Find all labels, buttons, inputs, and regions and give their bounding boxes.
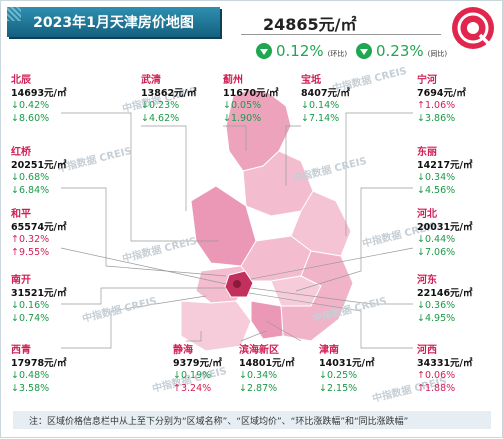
map-title: 2023年1月天津房价地图 xyxy=(7,7,220,37)
district-wuqing: 武清 13862元/㎡ ↓0.23% ↓4.62% xyxy=(141,75,197,124)
mom-change: ↓0.36% xyxy=(417,300,456,311)
mom-change: ↑1.06% xyxy=(417,100,456,111)
mom-change: ↑0.06% xyxy=(417,370,456,381)
district-hexi: 河西 34331元/㎡ ↑0.06% ↑1.88% xyxy=(417,345,473,394)
district-jinnan: 津南 14031元/㎡ ↓0.25% ↓2.15% xyxy=(319,345,375,394)
down-arrow-icon xyxy=(256,43,272,59)
yoy-change: ↓4.56% xyxy=(417,184,456,196)
yoy-change: ↓1.90% xyxy=(223,112,262,124)
footnote: 注：区域价格信息栏中从上至下分别为“区域名称”、“区域均价”、“环比涨跌幅”和“… xyxy=(13,411,491,429)
yoy-change: ↓7.14% xyxy=(301,112,340,124)
district-hongqiao: 红桥 20251元/㎡ ↓0.68% ↓6.84% xyxy=(11,147,67,196)
district-hedong: 河东 22146元/㎡ ↓0.36% ↓4.95% xyxy=(417,275,473,324)
yoy-change: ↓2.87% xyxy=(239,382,278,394)
mom-change: ↓0.68% xyxy=(11,172,50,183)
district-hebei: 河北 20031元/㎡ ↓0.44% ↓7.06% xyxy=(417,209,473,258)
yoy-change: 0.23% (同比) xyxy=(356,42,447,60)
mom-change: ↓0.16% xyxy=(11,300,50,311)
yoy-change: ↓3.86% xyxy=(417,112,456,124)
mom-change: ↓0.19% xyxy=(173,370,212,381)
divider xyxy=(241,34,441,35)
region-jinnan xyxy=(250,300,284,340)
yoy-change: ↓2.15% xyxy=(319,382,358,394)
district-beichen: 北辰 14693元/㎡ ↓0.42% ↓8.60% xyxy=(11,75,67,124)
region-heping xyxy=(233,280,241,288)
yoy-change: ↓4.95% xyxy=(417,312,456,324)
leader-lines xyxy=(60,112,414,349)
mom-change: 0.12% (环比) xyxy=(256,42,347,60)
mom-change: ↓0.44% xyxy=(417,234,456,245)
district-xiqing: 西青 17978元/㎡ ↓0.48% ↓3.58% xyxy=(11,345,67,394)
yoy-change: ↑1.88% xyxy=(417,382,456,394)
district-binhai: 滨海新区 14801元/㎡ ↓0.34% ↓2.87% xyxy=(239,345,295,394)
mom-change: ↓0.25% xyxy=(319,370,358,381)
mom-change: ↓0.34% xyxy=(417,172,456,183)
mom-change: ↓0.14% xyxy=(301,100,340,111)
district-jinghai: 静海 9379元/㎡ ↓0.19% ↑3.24% xyxy=(173,345,222,394)
yoy-change: ↓0.74% xyxy=(11,312,50,324)
yoy-change: ↓7.06% xyxy=(417,246,456,258)
mom-change: ↓0.05% xyxy=(223,100,262,111)
mom-change: ↓0.48% xyxy=(11,370,50,381)
mom-change: ↓0.23% xyxy=(141,100,180,111)
mom-change: ↓0.42% xyxy=(11,100,50,111)
mom-change: ↑0.32% xyxy=(11,234,50,245)
district-dongli: 东丽 14217元/㎡ ↓0.34% ↓4.56% xyxy=(417,147,473,196)
yoy-change: ↑9.55% xyxy=(11,246,50,258)
district-heping: 和平 65574元/㎡ ↑0.32% ↑9.55% xyxy=(11,209,67,258)
mom-change: ↓0.34% xyxy=(239,370,278,381)
yoy-change: ↓6.84% xyxy=(11,184,50,196)
yoy-change: ↑3.24% xyxy=(173,382,212,394)
title-corner-decoration xyxy=(7,7,21,21)
district-ninghe: 宁河 7694元/㎡ ↑1.06% ↓3.86% xyxy=(417,75,466,124)
creis-logo-icon xyxy=(452,7,494,49)
district-jizhou: 蓟州 11670元/㎡ ↓0.05% ↓1.90% xyxy=(223,75,279,124)
yoy-change: ↓8.60% xyxy=(11,112,50,124)
district-baodi: 宝坻 8407元/㎡ ↓0.14% ↓7.14% xyxy=(301,75,350,124)
yoy-change: ↓4.62% xyxy=(141,112,180,124)
down-arrow-icon xyxy=(356,43,372,59)
region-jinghai xyxy=(180,300,252,352)
average-price: 24865元/㎡ xyxy=(263,15,357,34)
district-nankai: 南开 31521元/㎡ ↓0.16% ↓0.74% xyxy=(11,275,67,324)
yoy-change: ↓3.58% xyxy=(11,382,50,394)
